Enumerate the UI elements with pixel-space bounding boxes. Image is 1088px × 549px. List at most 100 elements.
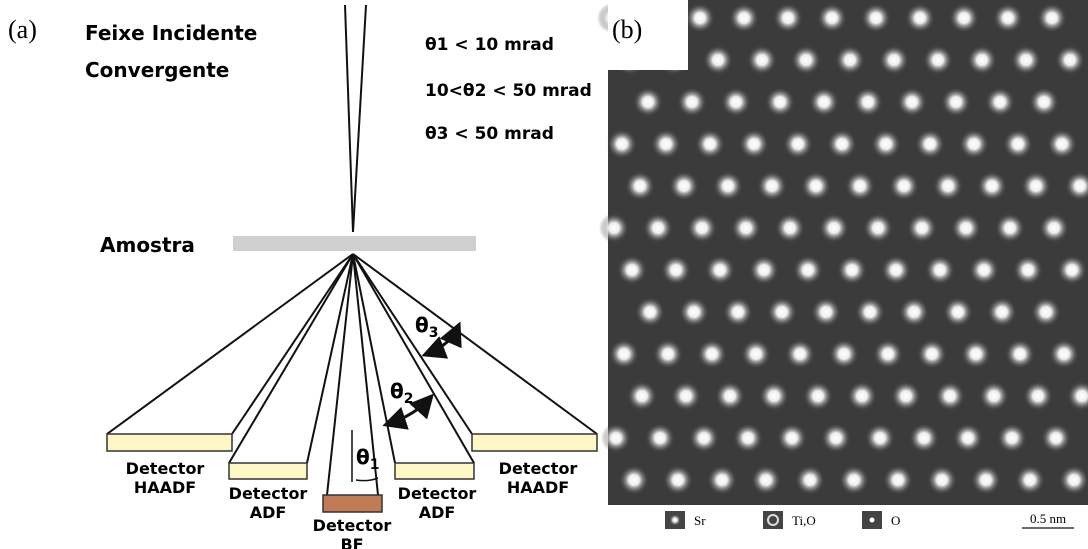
detector-label: ADF: [250, 503, 287, 522]
atom-column: [905, 3, 935, 33]
atom-column: [1047, 129, 1077, 159]
angle-label: θ3: [415, 313, 439, 341]
atom-column: [793, 255, 823, 285]
atom-column: [923, 45, 953, 75]
atom-column: [899, 297, 929, 327]
detector-label: Detector: [398, 484, 477, 503]
atom-column: [723, 297, 753, 327]
atom-column: [1023, 381, 1053, 411]
atom-column: [653, 339, 683, 369]
atom-column: [829, 339, 859, 369]
legend-label: Ti,O: [792, 513, 816, 528]
angle-symbol: θ: [390, 379, 404, 403]
atom-column: [863, 213, 893, 243]
atom-column: [645, 423, 675, 453]
atom-column: [967, 45, 997, 75]
beam-title: Convergente: [85, 58, 229, 82]
atom-column: [775, 213, 805, 243]
atom-column: [971, 465, 1001, 495]
atom-column: [949, 3, 979, 33]
atom-column: [821, 423, 851, 453]
angle-range: θ1 < 10 mrad: [425, 35, 554, 55]
figure: (a) Feixe Incidente Convergente θ1 < 10 …: [0, 0, 1088, 549]
atom-column: [1041, 423, 1071, 453]
atom-column: [1031, 297, 1061, 327]
atom-column: [993, 3, 1023, 33]
atom-column: [1021, 171, 1051, 201]
atom-column: [889, 171, 919, 201]
atom-column: [1005, 339, 1035, 369]
atom-column: [687, 213, 717, 243]
atom-column: [977, 171, 1007, 201]
atom-column: [785, 339, 815, 369]
detector-label: HAADF: [134, 478, 196, 497]
angle-index: 2: [404, 391, 414, 407]
atom-column: [601, 423, 631, 453]
atom-column: [847, 381, 877, 411]
atom-column: [739, 129, 769, 159]
atom-column: [817, 3, 847, 33]
detector-label: Detector: [499, 459, 578, 478]
detector-label: ADF: [419, 503, 456, 522]
atom-column: [731, 213, 761, 243]
atom-column: [1039, 213, 1069, 243]
atom-column: [883, 465, 913, 495]
atom-column: [607, 129, 637, 159]
atom-column: [927, 465, 957, 495]
atom-column: [935, 381, 965, 411]
atom-column: [749, 255, 779, 285]
atom-column: [795, 465, 825, 495]
angle-range: θ3 < 50 mrad: [425, 124, 554, 144]
atom-column: [651, 129, 681, 159]
atom-column: [633, 87, 663, 117]
atom-column: [1011, 45, 1041, 75]
atom-column: [685, 3, 715, 33]
atom-column: [809, 87, 839, 117]
angle-symbol: θ: [356, 445, 370, 469]
atom-column: [783, 129, 813, 159]
atom-column: [933, 171, 963, 201]
atom-column: [837, 255, 867, 285]
atom-column: [721, 87, 751, 117]
atom-column: [1057, 255, 1087, 285]
atom-column: [1029, 87, 1059, 117]
atom-column: [959, 129, 989, 159]
beam-title: Feixe Incidente: [85, 21, 257, 45]
atom-column: [907, 213, 937, 243]
atom-column: [1003, 129, 1033, 159]
atom-column: [751, 465, 781, 495]
atom-column: [765, 87, 795, 117]
atom-column: [617, 255, 647, 285]
atom-column: [695, 129, 725, 159]
atom-column: [941, 87, 971, 117]
atom-column: [643, 213, 673, 243]
atom-column: [1013, 255, 1043, 285]
atom-column: [985, 87, 1015, 117]
atom-column: [987, 297, 1017, 327]
atom-column: [791, 45, 821, 75]
atom-column: [839, 465, 869, 495]
atom-column: [703, 45, 733, 75]
atom-column: [873, 339, 903, 369]
detector-label: Detector: [313, 516, 392, 535]
atom-column: [803, 381, 833, 411]
angle-symbol: θ: [415, 313, 429, 337]
atom-column: [619, 465, 649, 495]
atom-column: [713, 171, 743, 201]
atom-column: [669, 171, 699, 201]
atom-column: [741, 339, 771, 369]
atom-column: [747, 45, 777, 75]
atom-column: [925, 255, 955, 285]
sample: [233, 236, 476, 251]
atom-column: [951, 213, 981, 243]
panel-label: (b): [612, 15, 642, 44]
atom-column: [663, 465, 693, 495]
atom-column: [861, 3, 891, 33]
atom-column: [853, 87, 883, 117]
atom-column: [1055, 45, 1085, 75]
atom-column: [881, 255, 911, 285]
atom-column: [777, 423, 807, 453]
angle-index: 1: [370, 457, 380, 473]
atom-column: [969, 255, 999, 285]
atom-column: [917, 339, 947, 369]
